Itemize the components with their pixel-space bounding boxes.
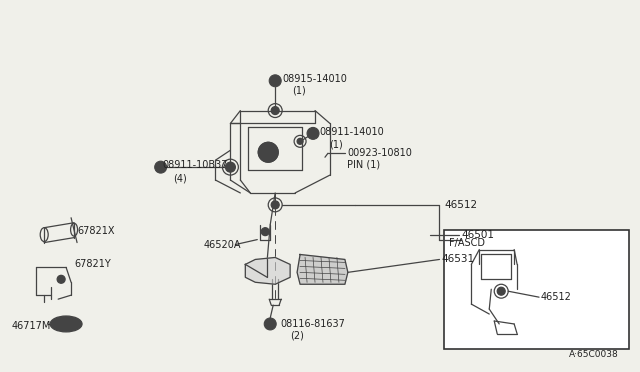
Circle shape	[264, 318, 276, 330]
Text: 67821Y: 67821Y	[74, 259, 111, 269]
Text: 46512: 46512	[541, 292, 572, 302]
Text: 46520A: 46520A	[204, 240, 241, 250]
Circle shape	[269, 75, 281, 87]
Text: N: N	[157, 164, 164, 170]
Text: N: N	[272, 78, 278, 84]
Text: (1): (1)	[329, 140, 342, 149]
Polygon shape	[245, 257, 290, 284]
Ellipse shape	[50, 316, 82, 332]
Text: (2): (2)	[290, 331, 304, 341]
Polygon shape	[297, 254, 348, 284]
Text: B: B	[268, 321, 273, 327]
Text: 67821X: 67821X	[77, 226, 115, 236]
Text: (4): (4)	[173, 173, 186, 183]
Text: 46717M: 46717M	[12, 321, 51, 331]
Text: 00923-10810: 00923-10810	[347, 148, 412, 158]
Circle shape	[259, 142, 278, 162]
Text: 08911-14010: 08911-14010	[319, 128, 384, 137]
Text: 46512: 46512	[444, 200, 477, 210]
Circle shape	[155, 161, 166, 173]
Circle shape	[297, 138, 303, 144]
Circle shape	[57, 275, 65, 283]
Text: N: N	[310, 131, 316, 137]
Text: 08116-81637: 08116-81637	[280, 319, 345, 329]
Circle shape	[271, 107, 279, 115]
Circle shape	[261, 228, 269, 235]
Text: 08915-14010: 08915-14010	[282, 74, 347, 84]
Circle shape	[225, 162, 236, 172]
Text: (1): (1)	[292, 86, 306, 96]
Text: F/ASCD: F/ASCD	[449, 238, 485, 248]
Circle shape	[271, 201, 279, 209]
Text: PIN (1): PIN (1)	[347, 159, 380, 169]
Circle shape	[497, 287, 505, 295]
Text: 46501: 46501	[461, 230, 494, 240]
Text: A·65C0038: A·65C0038	[569, 350, 619, 359]
Text: 46531: 46531	[442, 254, 475, 264]
Bar	[444, 230, 628, 349]
Text: 08911-10B37: 08911-10B37	[163, 160, 228, 170]
Ellipse shape	[59, 320, 73, 328]
Circle shape	[307, 128, 319, 140]
